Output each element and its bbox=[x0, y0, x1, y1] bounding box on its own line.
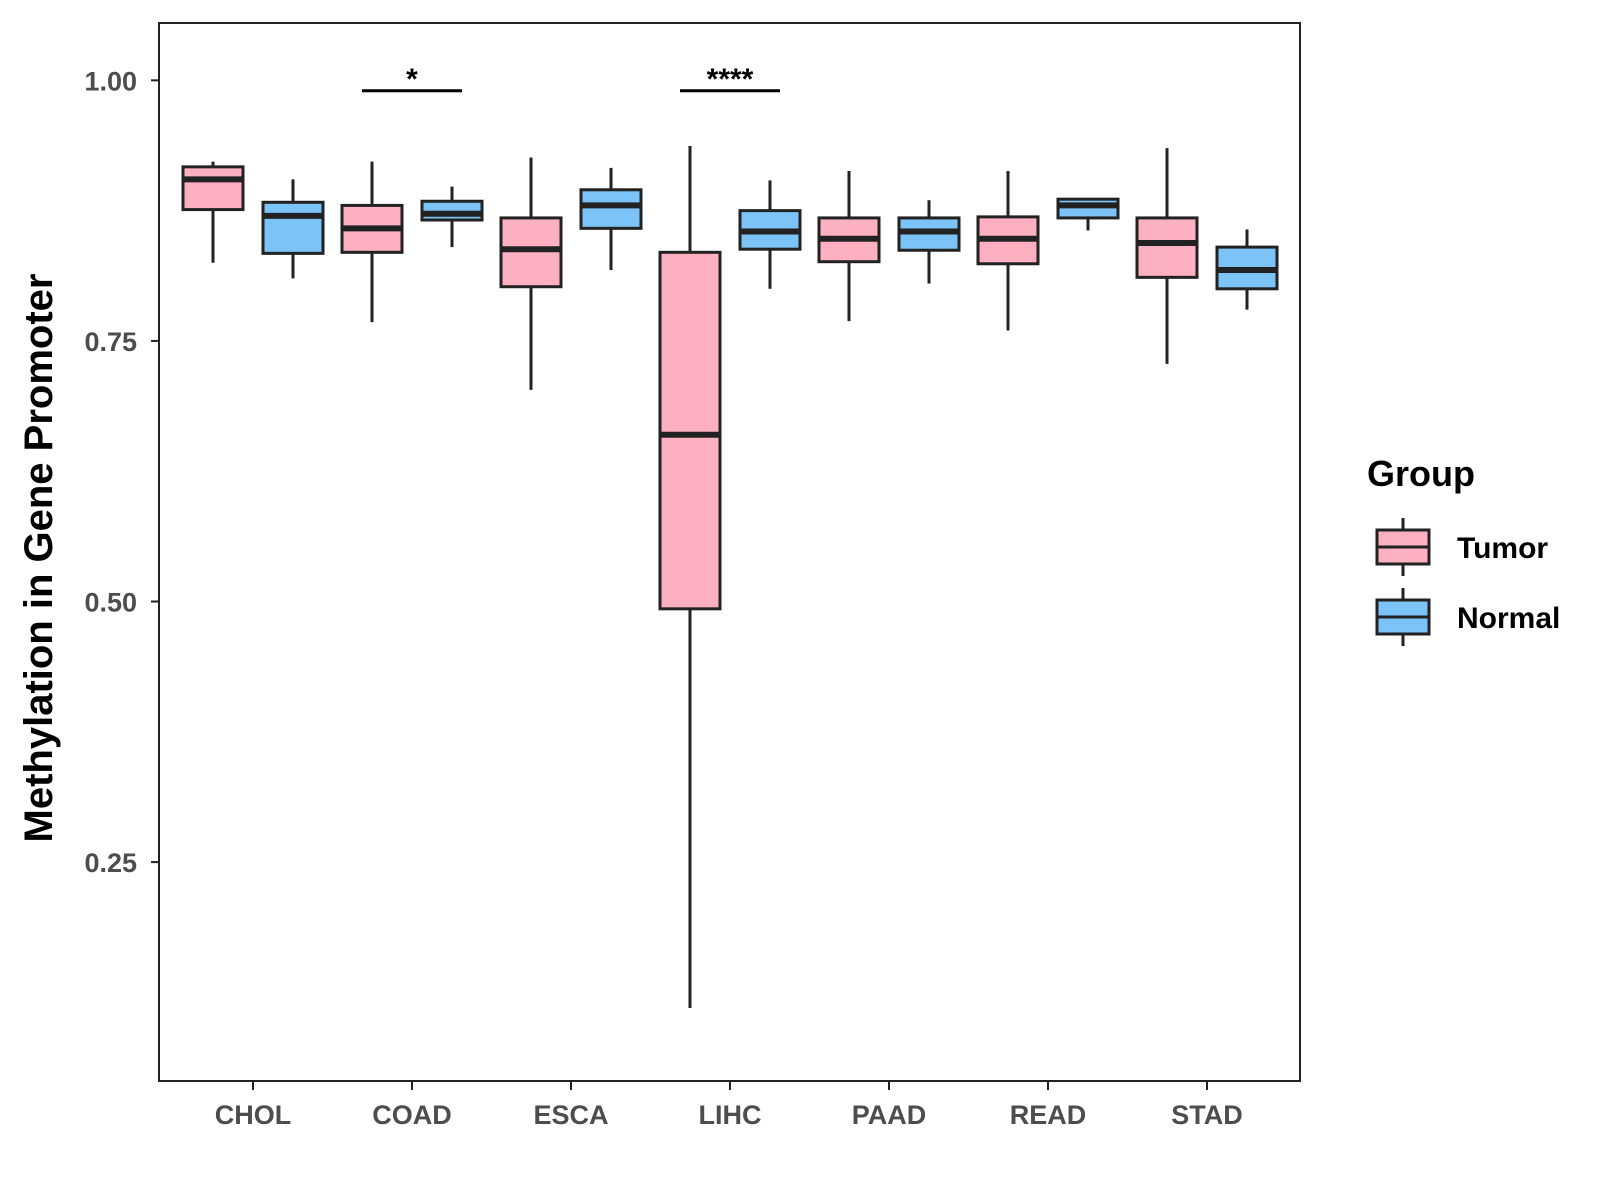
significance-label: * bbox=[406, 63, 418, 96]
x-tick-label: CHOL bbox=[215, 1100, 292, 1130]
box-tumor-chol bbox=[181, 161, 245, 263]
legend-label: Normal bbox=[1457, 602, 1560, 635]
box-normal-lihc bbox=[738, 180, 802, 289]
y-axis-title: Methylation in Gene Promoter bbox=[17, 274, 61, 843]
box-body bbox=[261, 200, 325, 255]
box-body bbox=[181, 165, 245, 212]
legend-item-normal: Normal bbox=[1375, 588, 1560, 646]
box-tumor-esca bbox=[499, 157, 563, 390]
x-axis: CHOL COAD ESCA LIHC PAAD READ STAD bbox=[215, 1081, 1243, 1130]
legend-item-tumor: Tumor bbox=[1375, 518, 1548, 576]
box-body bbox=[658, 250, 722, 611]
box-tumor-coad bbox=[340, 161, 404, 323]
significance-annotations: * **** bbox=[362, 63, 780, 96]
box-body bbox=[420, 199, 484, 222]
legend-items: Tumor Normal bbox=[1375, 518, 1560, 646]
box-normal-read bbox=[1056, 197, 1120, 231]
boxes bbox=[181, 145, 1279, 1009]
box-normal-coad bbox=[420, 186, 484, 248]
box-body bbox=[1056, 197, 1120, 220]
box-tumor-read bbox=[976, 171, 1040, 331]
legend: Group Tumor Normal bbox=[1367, 453, 1560, 646]
y-tick-label: 0.50 bbox=[84, 588, 137, 618]
x-tick-label: STAD bbox=[1171, 1100, 1243, 1130]
box-normal-paad bbox=[897, 200, 961, 284]
plot-panel bbox=[158, 22, 1301, 1082]
box-body bbox=[499, 216, 563, 289]
x-tick-label: READ bbox=[1010, 1100, 1087, 1130]
significance-label: **** bbox=[707, 63, 754, 96]
x-tick-label: LIHC bbox=[699, 1100, 762, 1130]
box-normal-esca bbox=[579, 167, 643, 271]
legend-label: Tumor bbox=[1457, 532, 1548, 565]
x-tick-label: COAD bbox=[372, 1100, 452, 1130]
legend-title: Group bbox=[1367, 453, 1475, 494]
box-body bbox=[579, 188, 643, 230]
y-tick-label: 0.75 bbox=[84, 327, 137, 357]
box-normal-chol bbox=[261, 179, 325, 279]
box-body bbox=[1135, 216, 1199, 279]
x-tick-label: ESCA bbox=[533, 1100, 608, 1130]
x-tick-label: PAAD bbox=[852, 1100, 927, 1130]
box-tumor-stad bbox=[1135, 148, 1199, 364]
box-tumor-lihc bbox=[658, 145, 722, 1009]
box-tumor-paad bbox=[817, 171, 881, 322]
box-normal-stad bbox=[1215, 229, 1279, 310]
y-tick-label: 1.00 bbox=[84, 66, 137, 96]
y-tick-label: 0.25 bbox=[84, 848, 137, 878]
y-axis: 0.25 0.50 0.75 1.00 bbox=[84, 66, 159, 878]
